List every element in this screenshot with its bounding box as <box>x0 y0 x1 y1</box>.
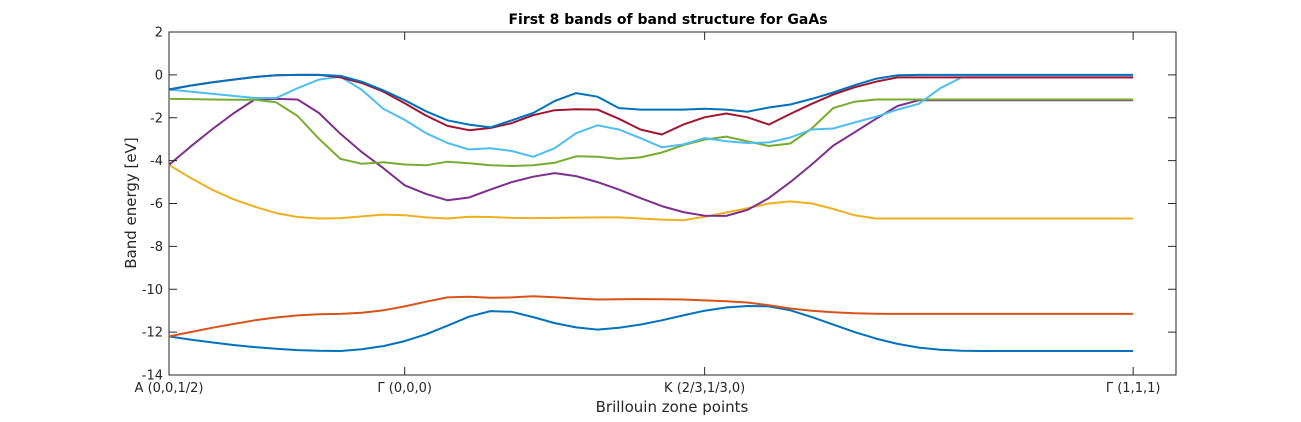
y-tick-label: -14 <box>142 369 163 384</box>
x-tick-label: Γ (1,1,1) <box>1106 381 1161 396</box>
y-tick-label: -6 <box>150 197 163 212</box>
x-tick-label: A (0,0,1/2) <box>135 381 204 396</box>
x-tick-label: K (2/3,1/3,0) <box>664 381 745 396</box>
band-line-1 <box>168 305 1134 352</box>
y-axis-ticks: 2 0 -2 -4 -6 -8 -10 -12 -14 <box>142 26 1176 384</box>
band-line-8 <box>168 73 1134 129</box>
x-axis-title: Brillouin zone points <box>596 398 749 416</box>
y-tick-label: -4 <box>150 154 163 169</box>
y-tick-label: 0 <box>155 68 163 83</box>
x-tick-label: Γ (0,0,0) <box>377 381 432 396</box>
band-line-2 <box>168 295 1134 338</box>
plot-frame <box>168 31 1177 376</box>
y-tick-label: -8 <box>150 240 163 255</box>
y-tick-label: 2 <box>155 26 163 41</box>
y-tick-label: -12 <box>142 326 163 341</box>
band-line-5 <box>168 97 1134 167</box>
x-axis-ticks: A (0,0,1/2) Γ (0,0,0) K (2/3,1/3,0) Γ (1,1,… <box>135 32 1161 396</box>
band-line-3 <box>168 164 1134 222</box>
series-layer <box>168 73 1134 352</box>
y-tick-label: -10 <box>142 283 163 298</box>
y-tick-label: -2 <box>150 111 163 126</box>
chart-title: First 8 bands of band structure for GaAs <box>508 12 827 28</box>
y-axis-title: Band energy [eV] <box>122 137 140 269</box>
